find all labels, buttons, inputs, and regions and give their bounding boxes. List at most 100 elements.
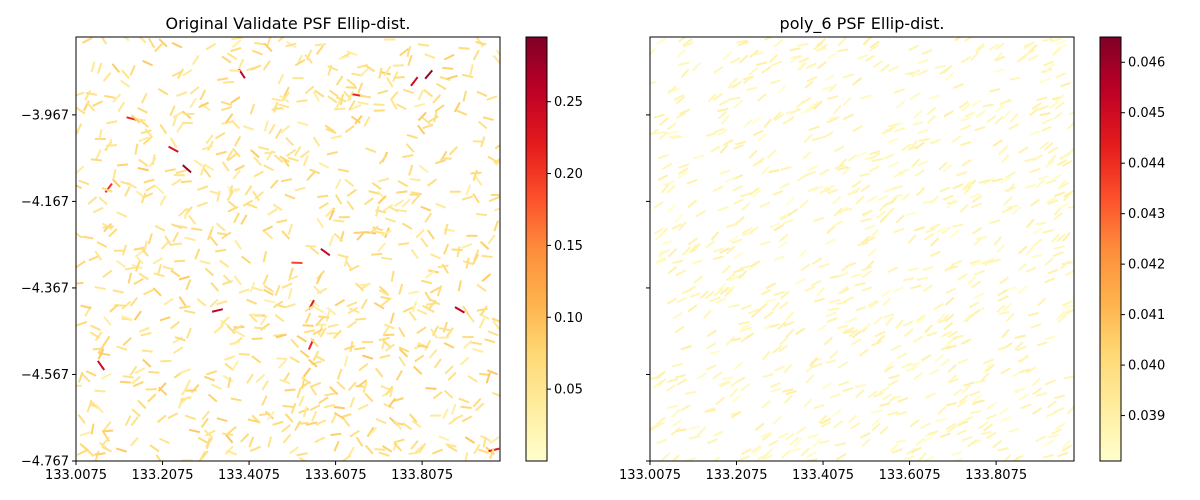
ellipticity-stick xyxy=(833,207,843,217)
ellipticity-stick xyxy=(1061,444,1073,452)
ellipticity-stick xyxy=(986,402,997,410)
ellipticity-stick xyxy=(895,100,906,110)
ellipticity-stick xyxy=(333,440,340,452)
ellipticity-stick xyxy=(885,207,895,217)
ellipticity-stick xyxy=(76,281,84,285)
ellipticity-stick xyxy=(934,353,944,363)
ellipticity-stick xyxy=(163,297,174,306)
ellipticity-stick xyxy=(875,210,886,219)
ellipticity-stick xyxy=(1024,157,1036,163)
ellipticity-stick xyxy=(169,105,176,117)
ellipticity-stick xyxy=(1055,422,1066,430)
ellipticity-stick xyxy=(242,125,255,131)
ellipticity-stick xyxy=(389,312,395,324)
ellipticity-stick xyxy=(761,65,772,74)
ellipticity-stick xyxy=(892,193,904,200)
ellipticity-stick xyxy=(246,373,254,384)
ellipticity-stick xyxy=(478,318,486,329)
ellipticity-stick xyxy=(216,222,226,232)
ellipticity-stick xyxy=(895,319,904,330)
ellipticity-stick xyxy=(857,241,869,247)
ellipticity-stick xyxy=(298,407,310,414)
ellipticity-stick xyxy=(663,180,675,187)
ellipticity-stick xyxy=(956,171,968,177)
panel-original: Original Validate PSF Ellip-dist. 133.00… xyxy=(21,14,583,483)
ellipticity-stick xyxy=(264,151,276,155)
ellipticity-stick xyxy=(969,259,981,265)
ellipticity-stick xyxy=(422,123,434,130)
ellipticity-stick xyxy=(961,158,972,167)
ellipticity-stick xyxy=(958,394,969,404)
ellipticity-stick xyxy=(688,425,700,431)
ellipticity-stick xyxy=(397,242,410,246)
ellipticity-stick xyxy=(1062,232,1071,242)
ellipticity-stick xyxy=(1000,416,1012,423)
colorbar-tick-label: 0.25 xyxy=(554,95,583,110)
ellipticity-stick xyxy=(89,399,99,410)
ellipticity-stick xyxy=(912,121,924,126)
ellipticity-stick xyxy=(1025,218,1035,229)
ellipticity-stick xyxy=(461,415,473,423)
ellipticity-stick xyxy=(1063,190,1074,198)
ellipticity-stick xyxy=(94,389,106,393)
ellipticity-stick xyxy=(205,42,217,51)
ellipticity-stick xyxy=(764,447,774,458)
ellipticity-stick xyxy=(789,47,801,52)
ellipticity-stick xyxy=(347,90,354,102)
ellipticity-stick xyxy=(849,422,861,430)
ellipticity-stick xyxy=(104,182,113,193)
ellipticity-stick xyxy=(733,99,744,109)
ellipticity-stick xyxy=(315,419,327,426)
ellipticity-stick xyxy=(334,178,342,190)
ellipticity-stick xyxy=(463,340,473,349)
ellipticity-stick xyxy=(362,381,368,394)
ellipticity-stick xyxy=(220,100,232,107)
ellipticity-stick xyxy=(220,316,230,326)
y-axis: −3.967−4.167−4.367−4.567−4.767 xyxy=(21,108,76,470)
ellipticity-stick xyxy=(724,288,734,298)
ellipticity-stick xyxy=(1042,229,1054,234)
ellipticity-stick xyxy=(354,317,367,321)
plot-frame xyxy=(649,36,1075,462)
ellipticity-stick xyxy=(101,186,113,193)
ellipticity-stick xyxy=(1029,107,1039,117)
ellipticity-stick xyxy=(203,163,215,171)
ellipticity-stick xyxy=(432,391,443,400)
ellipticity-stick xyxy=(864,224,876,231)
ellipticity-stick xyxy=(867,248,878,257)
ellipticity-stick xyxy=(432,94,442,104)
ellipticity-stick xyxy=(203,375,215,382)
ellipticity-stick xyxy=(803,133,813,144)
ellipticity-stick xyxy=(795,426,806,435)
ellipticity-stick xyxy=(1023,41,1035,50)
ellipticity-stick xyxy=(294,420,302,432)
ellipticity-stick xyxy=(713,65,724,74)
ellipticity-stick xyxy=(176,91,188,97)
ellipticity-stick xyxy=(170,242,183,246)
ellipticity-stick xyxy=(991,177,1003,183)
ellipticity-stick xyxy=(330,412,338,424)
ellipticity-stick xyxy=(456,246,461,258)
ellipticity-stick xyxy=(832,219,844,227)
ellipticity-stick xyxy=(453,101,461,113)
ellipticity-stick xyxy=(1054,191,1066,197)
ellipticity-stick xyxy=(1042,453,1054,459)
ellipticity-stick xyxy=(993,68,1005,74)
ellipticity-stick xyxy=(730,379,741,388)
ellipticity-stick xyxy=(926,106,937,116)
ellipticity-stick xyxy=(887,379,899,387)
ellipticity-stick xyxy=(999,98,1010,106)
ellipticity-stick xyxy=(302,324,314,327)
ellipticity-stick xyxy=(76,106,86,115)
ellipticity-stick xyxy=(90,61,96,73)
ellipticity-stick xyxy=(279,378,291,385)
ellipticity-stick xyxy=(185,279,192,291)
ellipticity-stick xyxy=(945,401,957,407)
ellipticity-stick xyxy=(111,178,121,188)
ellipticity-stick xyxy=(959,203,969,213)
ellipticity-stick xyxy=(888,65,899,72)
ellipticity-stick xyxy=(293,146,302,157)
ellipticity-stick xyxy=(1029,167,1041,174)
ellipticity-stick xyxy=(172,111,183,119)
ellipticity-stick xyxy=(134,367,146,375)
